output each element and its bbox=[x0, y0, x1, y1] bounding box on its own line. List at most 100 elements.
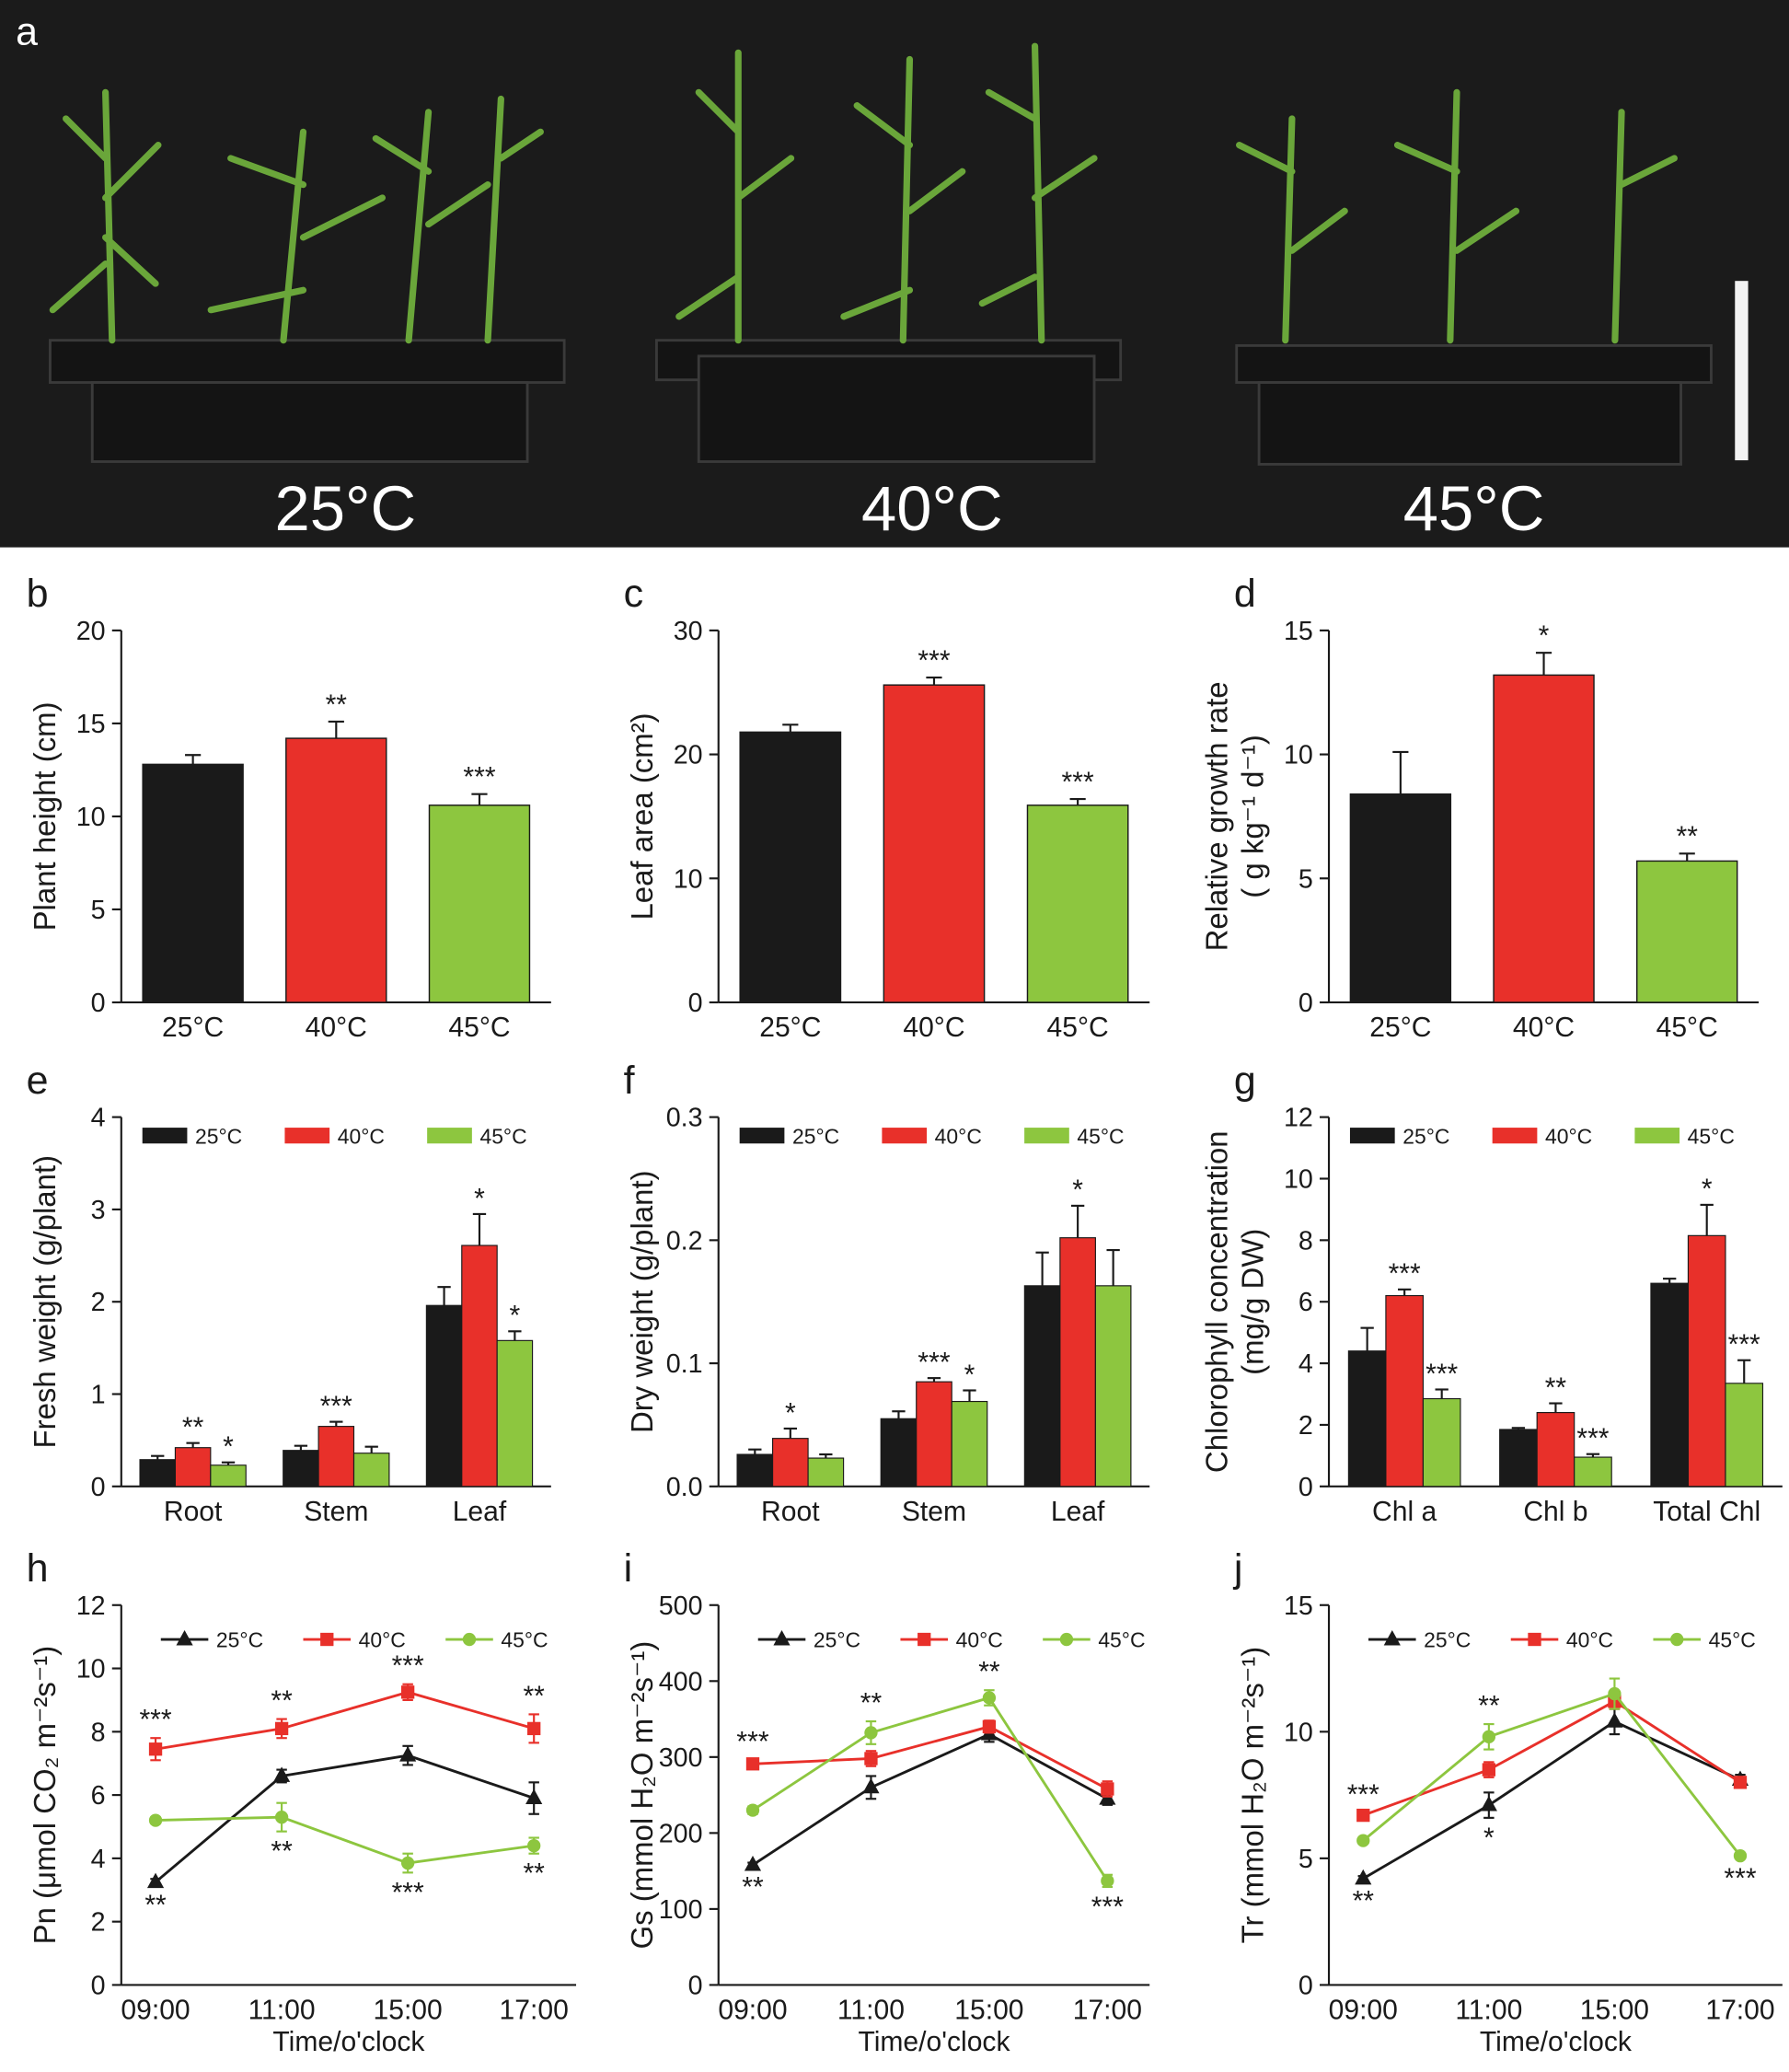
significance: ** bbox=[182, 1413, 204, 1443]
significance: * bbox=[474, 1184, 485, 1214]
x-tick-label: Chl a bbox=[1372, 1497, 1437, 1527]
legend-marker bbox=[1383, 1629, 1401, 1646]
y-axis-label: Leaf area (cm²) bbox=[625, 712, 659, 920]
panel-letter: j bbox=[1232, 1546, 1243, 1591]
panel-letter: f bbox=[624, 1059, 635, 1103]
marker bbox=[148, 1742, 163, 1756]
y-tick-label: 10 bbox=[1284, 1718, 1313, 1747]
x-tick-label: Chl b bbox=[1523, 1497, 1587, 1527]
bar bbox=[428, 804, 531, 1003]
y-tick-label: 6 bbox=[91, 1781, 106, 1811]
significance: *** bbox=[918, 645, 950, 676]
significance: *** bbox=[1091, 1892, 1124, 1922]
significance: ** bbox=[326, 689, 348, 720]
marker bbox=[1356, 1834, 1370, 1847]
bar bbox=[142, 763, 244, 1003]
marker bbox=[1101, 1874, 1114, 1888]
series-line bbox=[752, 1732, 1109, 1867]
y-tick-label: 2 bbox=[91, 1908, 106, 1938]
y-axis-label: Dry weight (g/plant) bbox=[625, 1170, 659, 1433]
bar bbox=[317, 1426, 355, 1487]
x-tick-label: 09:00 bbox=[121, 1996, 190, 2026]
x-tick-label: 17:00 bbox=[1073, 1996, 1142, 2026]
bar bbox=[1059, 1237, 1096, 1487]
bar bbox=[951, 1400, 988, 1487]
panel-letter: e bbox=[27, 1059, 49, 1103]
y-axis-label: Tr (mmol H₂O m⁻²s⁻¹) bbox=[1235, 1647, 1269, 1944]
legend-swatch bbox=[1634, 1128, 1680, 1144]
series-line bbox=[155, 1754, 535, 1883]
significance: *** bbox=[463, 762, 495, 793]
legend-label: 45°C bbox=[1077, 1124, 1124, 1148]
x-tick-label: 40°C bbox=[903, 1013, 964, 1043]
legend-label: 25°C bbox=[216, 1628, 263, 1652]
y-axis-label: Relative growth rate bbox=[1200, 681, 1234, 951]
legend-label: 45°C bbox=[1688, 1124, 1735, 1148]
bar bbox=[1385, 1294, 1424, 1487]
y-tick-label: 0 bbox=[1298, 989, 1313, 1018]
legend-marker bbox=[320, 1632, 334, 1647]
series-line bbox=[1362, 1719, 1741, 1881]
bar bbox=[1026, 804, 1129, 1003]
y-tick-label: 15 bbox=[76, 710, 106, 739]
bar bbox=[807, 1457, 845, 1487]
significance: ** bbox=[271, 1686, 293, 1717]
y-tick-label: 5 bbox=[91, 896, 106, 925]
marker bbox=[1480, 1796, 1497, 1812]
bar bbox=[1347, 1350, 1387, 1487]
y-tick-label: 4 bbox=[91, 1845, 106, 1874]
marker bbox=[527, 1721, 541, 1736]
significance: ** bbox=[860, 1688, 883, 1719]
y-tick-label: 4 bbox=[91, 1104, 106, 1133]
significance: *** bbox=[392, 1878, 424, 1908]
marker bbox=[273, 1766, 291, 1782]
y-tick-label: 500 bbox=[659, 1592, 703, 1621]
x-tick-label: Leaf bbox=[1051, 1497, 1105, 1527]
significance: * bbox=[510, 1301, 521, 1331]
significance: *** bbox=[1728, 1330, 1760, 1360]
legend-label: 45°C bbox=[501, 1628, 548, 1652]
x-tick-label: 15:00 bbox=[374, 1996, 443, 2026]
x-tick-label: 11:00 bbox=[837, 1996, 905, 2026]
significance: ** bbox=[978, 1657, 1000, 1687]
bar bbox=[352, 1453, 390, 1487]
bar bbox=[916, 1381, 952, 1487]
series-line bbox=[752, 1725, 1109, 1790]
y-axis-label: Plant height (cm) bbox=[28, 701, 62, 931]
significance: ** bbox=[1545, 1372, 1567, 1403]
bar bbox=[739, 731, 842, 1003]
y-tick-label: 12 bbox=[1284, 1104, 1313, 1133]
y-tick-label: 2 bbox=[91, 1288, 106, 1317]
bar bbox=[1094, 1285, 1132, 1487]
panel-letter: a bbox=[16, 10, 38, 54]
legend-label: 25°C bbox=[1424, 1628, 1471, 1652]
bar bbox=[883, 684, 986, 1003]
x-axis-label: Time/o'clock bbox=[858, 2027, 1010, 2057]
bar bbox=[1687, 1234, 1726, 1487]
x-tick-label: 09:00 bbox=[718, 1996, 787, 2026]
bar bbox=[425, 1304, 463, 1487]
bar bbox=[1499, 1429, 1538, 1487]
y-tick-label: 10 bbox=[76, 803, 106, 832]
significance: *** bbox=[392, 1651, 424, 1682]
y-tick-label: 20 bbox=[674, 741, 703, 770]
y-tick-label: 400 bbox=[659, 1667, 703, 1696]
x-tick-label: Total Chl bbox=[1653, 1497, 1760, 1527]
significance: * bbox=[964, 1360, 975, 1390]
series-line bbox=[156, 1815, 535, 1865]
legend-marker bbox=[1059, 1632, 1074, 1647]
series-line bbox=[752, 1696, 1109, 1882]
legend-swatch bbox=[142, 1128, 188, 1144]
y-tick-label: 300 bbox=[659, 1743, 703, 1773]
y-axis-label: Pn (μmol CO₂ m⁻²s⁻¹) bbox=[28, 1646, 62, 1945]
y-tick-label: 5 bbox=[1298, 864, 1313, 894]
bar bbox=[174, 1447, 212, 1487]
bar bbox=[496, 1339, 534, 1487]
plants bbox=[49, 42, 1678, 344]
x-tick-label: Leaf bbox=[453, 1497, 507, 1527]
x-tick-label: Stem bbox=[902, 1497, 966, 1527]
legend-swatch bbox=[882, 1128, 928, 1144]
y-axis-label: Fresh weight (g/plant) bbox=[28, 1155, 62, 1449]
significance: * bbox=[223, 1432, 234, 1463]
x-axis-label: Time/o'clock bbox=[1480, 2027, 1633, 2057]
